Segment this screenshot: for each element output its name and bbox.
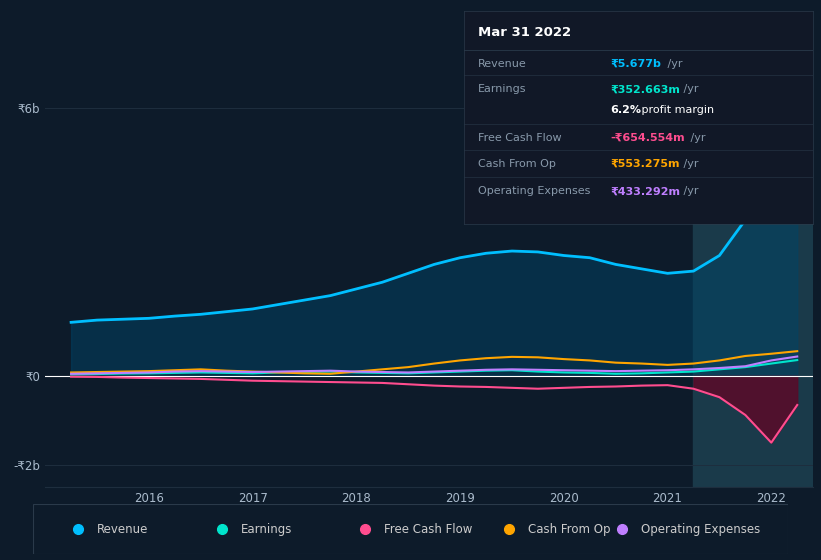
Text: Operating Expenses: Operating Expenses — [478, 186, 590, 197]
Text: /yr: /yr — [680, 158, 698, 169]
Text: Revenue: Revenue — [478, 59, 526, 69]
Text: Cash From Op: Cash From Op — [478, 158, 556, 169]
Text: profit margin: profit margin — [639, 105, 714, 115]
Text: Operating Expenses: Operating Expenses — [641, 522, 760, 536]
Text: /yr: /yr — [680, 186, 698, 197]
Text: 6.2%: 6.2% — [610, 105, 641, 115]
Text: ₹553.275m: ₹553.275m — [610, 158, 680, 169]
Text: ₹5.677b: ₹5.677b — [610, 59, 661, 69]
Text: Earnings: Earnings — [478, 84, 526, 94]
Text: -₹654.554m: -₹654.554m — [610, 133, 685, 143]
Text: Earnings: Earnings — [241, 522, 292, 536]
Text: Mar 31 2022: Mar 31 2022 — [478, 26, 571, 39]
Text: /yr: /yr — [664, 59, 682, 69]
Text: Free Cash Flow: Free Cash Flow — [478, 133, 562, 143]
Text: ₹352.663m: ₹352.663m — [610, 84, 681, 94]
Text: Cash From Op: Cash From Op — [528, 522, 610, 536]
Text: /yr: /yr — [680, 84, 698, 94]
Text: /yr: /yr — [687, 133, 706, 143]
Bar — [694, 73, 813, 487]
Text: Free Cash Flow: Free Cash Flow — [384, 522, 472, 536]
Text: ₹433.292m: ₹433.292m — [610, 186, 681, 197]
Text: Revenue: Revenue — [97, 522, 149, 536]
